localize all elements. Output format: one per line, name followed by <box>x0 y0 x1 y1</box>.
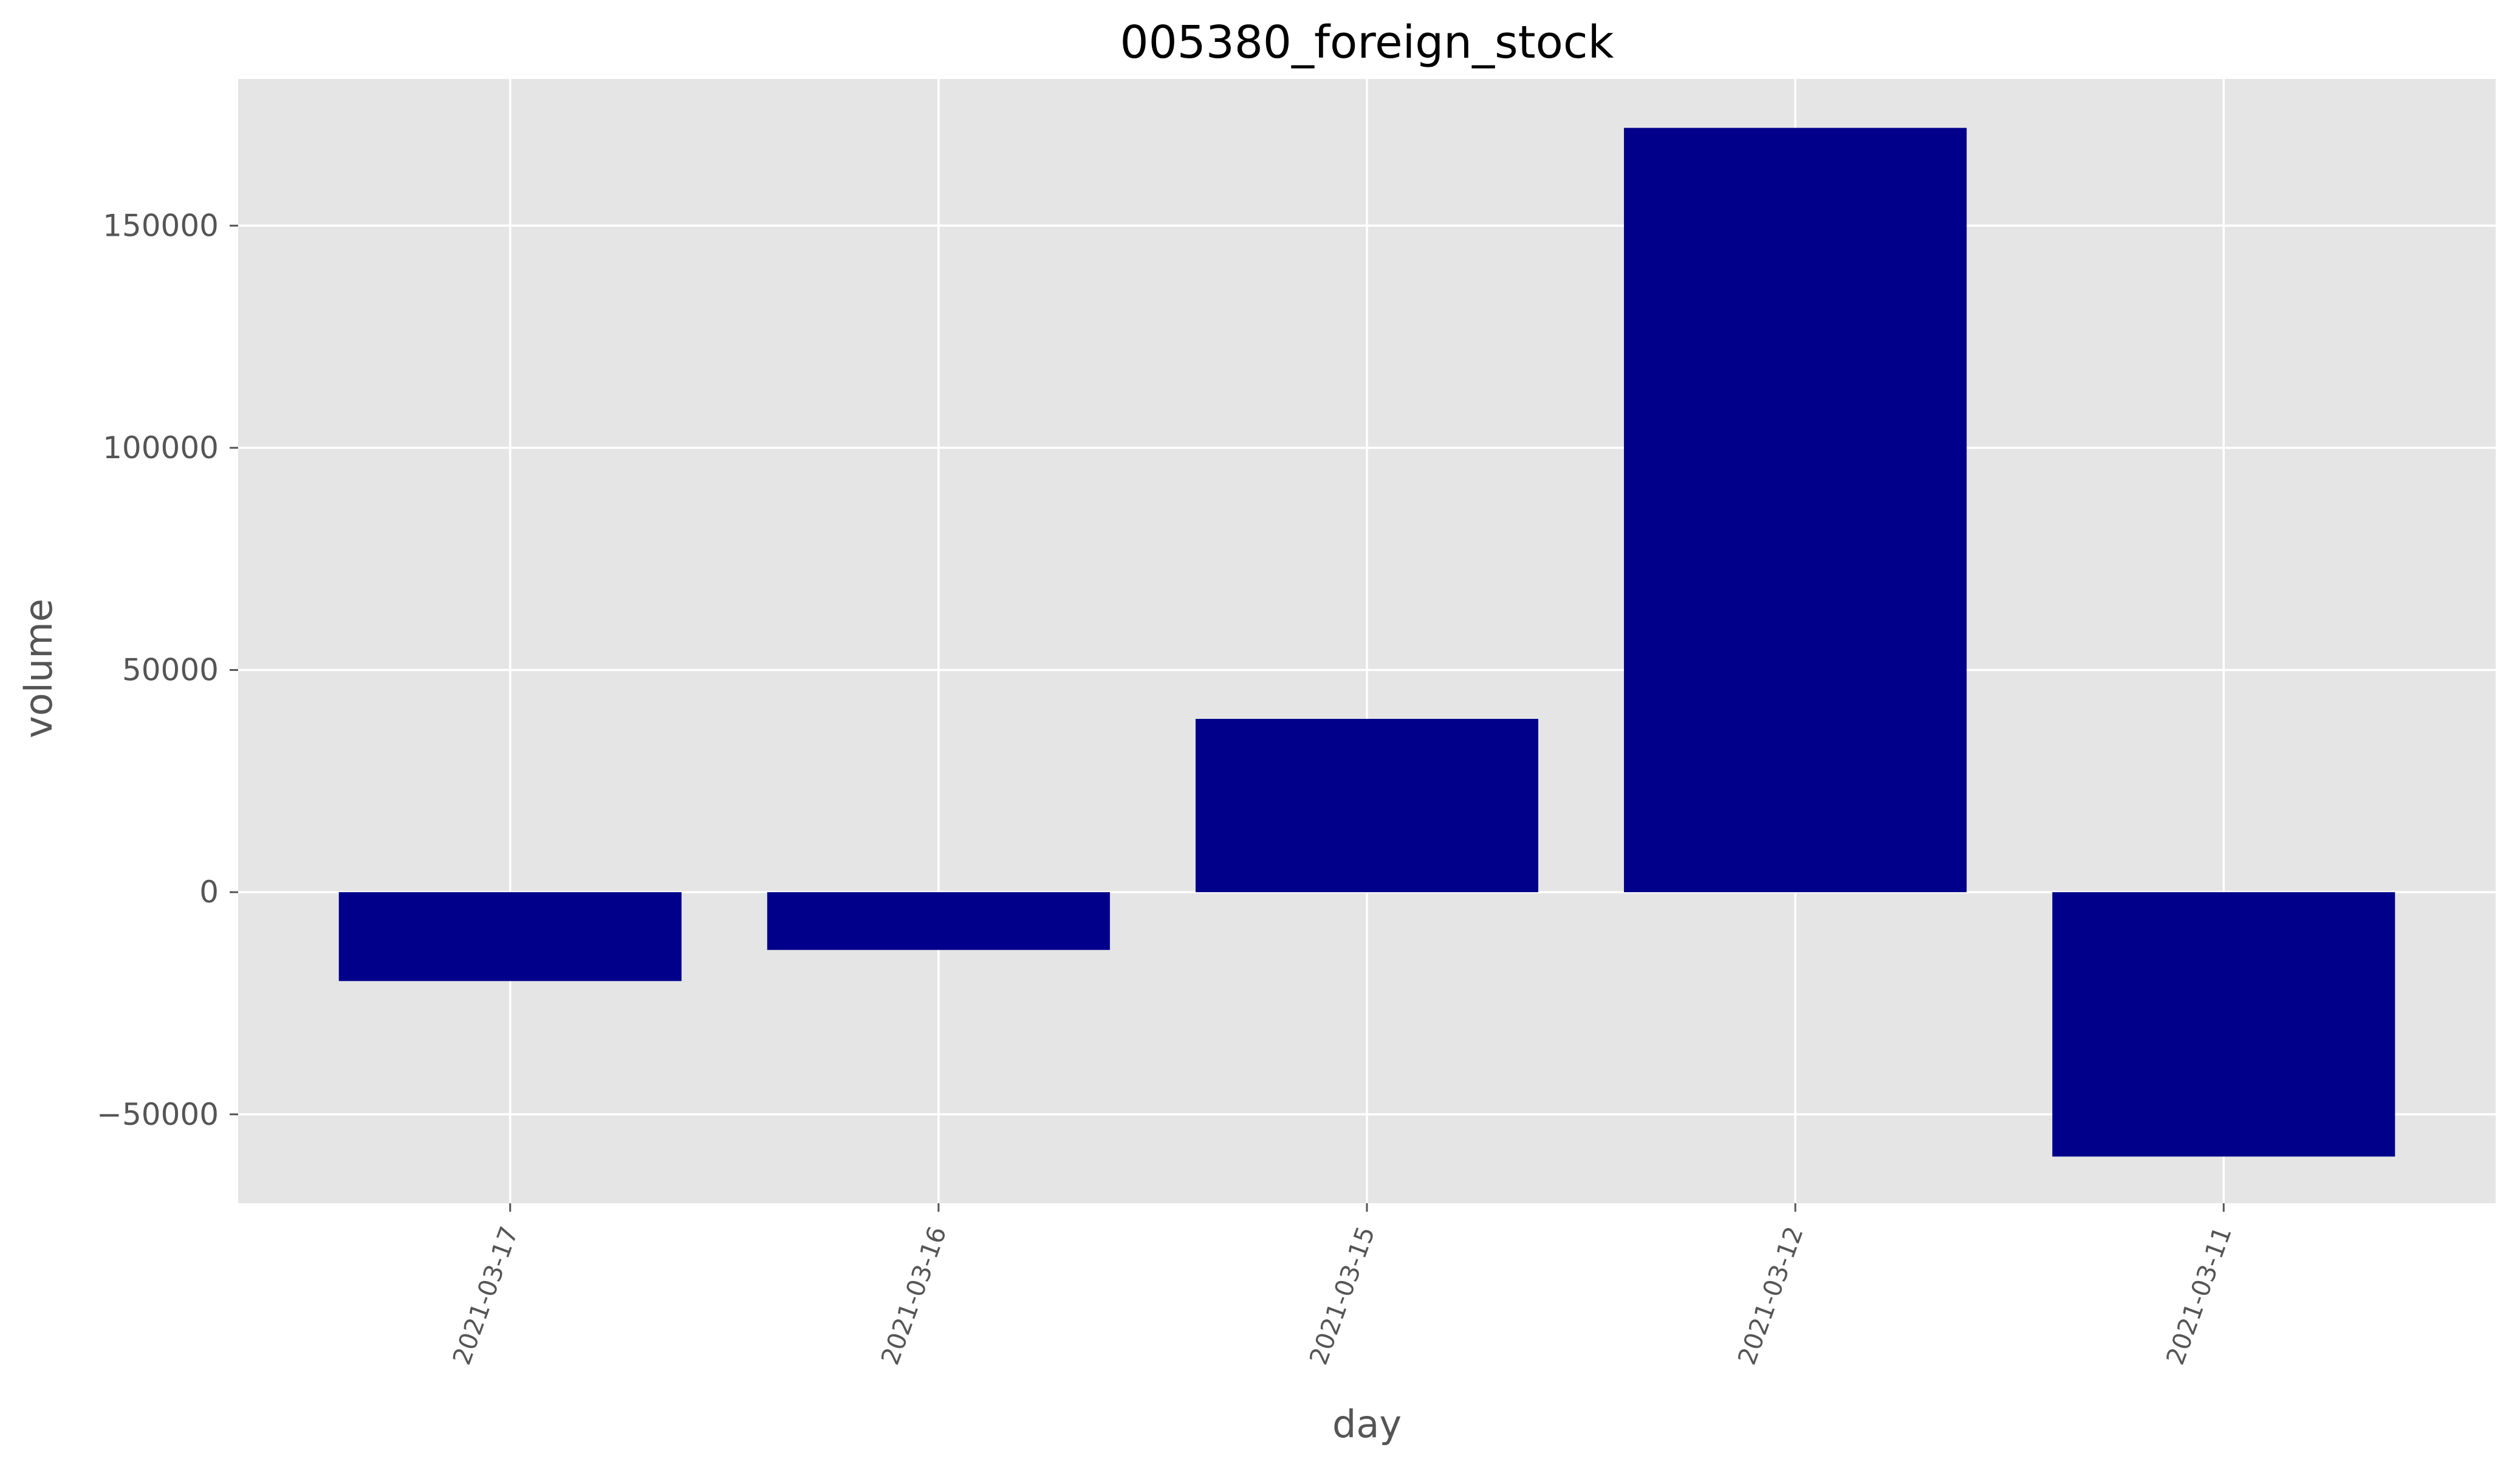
bars <box>338 128 2395 1157</box>
y-tick-label: 0 <box>199 874 219 910</box>
bar <box>767 892 1110 950</box>
chart-title: 005380_foreign_stock <box>1120 16 1614 69</box>
y-axis-ticks: −50000 0 50000 100000 150000 <box>97 208 238 1132</box>
y-axis-label: volume <box>16 599 61 738</box>
bar <box>1624 128 1967 893</box>
y-tick-label: 150000 <box>103 208 219 243</box>
grid <box>238 79 2496 1203</box>
bar <box>1195 718 1539 893</box>
y-tick-label: −50000 <box>97 1097 219 1132</box>
y-tick-label: 50000 <box>122 653 219 688</box>
bar <box>338 892 682 981</box>
y-tick-label: 100000 <box>103 430 219 465</box>
x-axis-label: day <box>1332 1402 1402 1446</box>
bar <box>2052 892 2395 1157</box>
